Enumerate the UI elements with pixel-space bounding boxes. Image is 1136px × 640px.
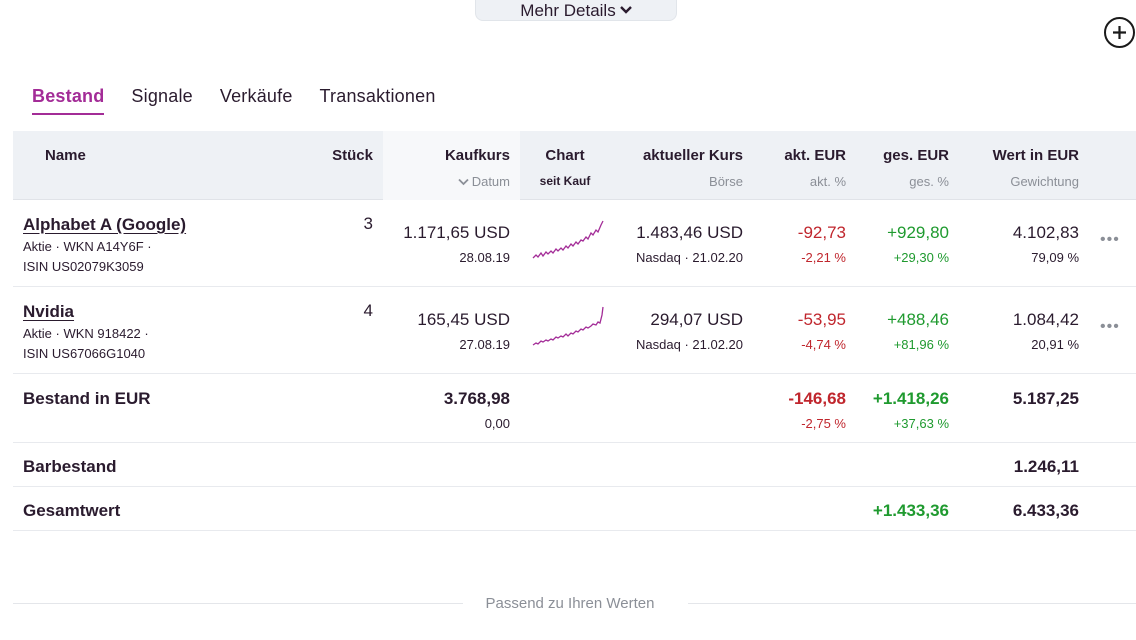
gewichtung-value: 79,09 % (1031, 250, 1079, 265)
asset-name-link[interactable]: Nvidia (23, 302, 75, 321)
kaufkurs-value: 1.171,65 USD (403, 223, 510, 242)
add-button[interactable] (1104, 17, 1135, 48)
stueck-value: 4 (363, 301, 373, 320)
more-details-button[interactable]: Mehr Details (475, 0, 677, 21)
table-row: Nvidia Aktie · WKN 918422 · ISIN US67066… (13, 287, 1136, 374)
asset-isin: ISIN US02079K3059 (23, 259, 144, 274)
asset-meta: Aktie · WKN 918422 · (23, 326, 149, 341)
recommendations-heading: Passend zu Ihren Werten (485, 595, 655, 612)
kurs-value: 294,07 USD (650, 310, 743, 329)
plus-circle-icon (1113, 26, 1126, 39)
footer-divider-right (688, 603, 1136, 604)
col-wert-sub: Gewichtung (1010, 174, 1079, 189)
col-aktueller-kurs-sub: Börse (709, 174, 743, 189)
bestand-kaufkurs: 3.768,98 (443, 389, 510, 408)
col-wert[interactable]: Wert in EUR (992, 147, 1079, 164)
gewichtung-value: 20,91 % (1031, 337, 1079, 352)
col-chart[interactable]: Chart (545, 147, 585, 164)
kaufdatum-value: 27.08.19 (459, 337, 510, 352)
chevron-down-icon (458, 178, 469, 186)
tab-bar: Bestand Signale Verkäufe Transaktionen (32, 86, 463, 115)
bestand-kaufkurs-sub: 0,00 (484, 416, 510, 431)
gesamtwert-ges-eur: +1.433,36 (872, 501, 949, 520)
kaufkurs-value: 165,45 USD (417, 310, 510, 329)
asset-name-link[interactable]: Alphabet A (Google) (23, 215, 187, 234)
more-options-icon[interactable]: ••• (1100, 231, 1120, 248)
col-akt-eur-sub: akt. % (809, 174, 846, 189)
barbestand-wert: 1.246,11 (1013, 457, 1079, 476)
kaufdatum-value: 28.08.19 (459, 250, 510, 265)
col-ges-eur-sub: ges. % (909, 174, 949, 189)
chevron-down-icon (619, 3, 632, 17)
akt-eur-value: -53,95 (797, 310, 846, 329)
tab-verkaeufe[interactable]: Verkäufe (219, 86, 293, 106)
col-akt-eur[interactable]: akt. EUR (784, 147, 846, 164)
tab-signale[interactable]: Signale (131, 86, 193, 106)
wert-value: 4.102,83 (1012, 223, 1079, 242)
sparkline-chart[interactable] (532, 218, 604, 262)
bestand-wert: 5.187,25 (1012, 389, 1079, 408)
more-options-icon[interactable]: ••• (1100, 318, 1120, 335)
table-header: Name Stück Kaufkurs Datum Chart seit Kau… (13, 131, 1136, 200)
boerse-value: Nasdaq · 21.02.20 (636, 250, 743, 265)
ges-pct-value: +81,96 % (893, 337, 949, 352)
barbestand-row: Barbestand 1.246,11 (13, 443, 1136, 487)
col-kaufkurs-sub: Datum (471, 174, 510, 189)
boerse-value: Nasdaq · 21.02.20 (636, 337, 743, 352)
akt-eur-value: -92,73 (797, 223, 846, 242)
col-name[interactable]: Name (45, 147, 86, 164)
wert-value: 1.084,42 (1012, 310, 1079, 329)
sparkline-chart[interactable] (532, 305, 604, 349)
stueck-value: 3 (363, 214, 373, 233)
col-chart-sub: seit Kauf (539, 174, 591, 188)
bestand-akt-eur: -146,68 (788, 389, 846, 408)
footer-divider-left (13, 603, 463, 604)
gesamtwert-label: Gesamtwert (23, 501, 121, 520)
kurs-value: 1.483,46 USD (636, 223, 743, 242)
bestand-total-row: Bestand in EUR 3.768,98 0,00 -146,68 -2,… (13, 374, 1136, 443)
more-details-label: Mehr Details (520, 0, 616, 20)
barbestand-label: Barbestand (23, 457, 117, 476)
asset-meta: Aktie · WKN A14Y6F · (23, 239, 152, 254)
tab-transaktionen[interactable]: Transaktionen (319, 86, 436, 106)
bestand-ges-pct: +37,63 % (893, 416, 949, 431)
selected-column-bg (383, 131, 520, 200)
col-kaufkurs-sort[interactable]: Datum (410, 174, 510, 189)
bestand-akt-pct: -2,75 % (801, 416, 846, 431)
tab-bestand[interactable]: Bestand (32, 86, 105, 115)
ges-pct-value: +29,30 % (893, 250, 949, 265)
ges-eur-value: +488,46 (887, 310, 949, 329)
akt-pct-value: -4,74 % (801, 337, 846, 352)
col-aktueller-kurs[interactable]: aktueller Kurs (642, 147, 743, 164)
akt-pct-value: -2,21 % (801, 250, 846, 265)
col-stueck[interactable]: Stück (332, 147, 373, 164)
col-ges-eur[interactable]: ges. EUR (883, 147, 949, 164)
bestand-label: Bestand in EUR (23, 389, 151, 408)
asset-isin: ISIN US67066G1040 (23, 346, 146, 361)
portfolio-table: Name Stück Kaufkurs Datum Chart seit Kau… (13, 131, 1136, 531)
col-kaufkurs[interactable]: Kaufkurs (444, 147, 510, 164)
bestand-ges-eur: +1.418,26 (872, 389, 949, 408)
gesamtwert-row: Gesamtwert +1.433,36 6.433,36 (13, 487, 1136, 531)
table-row: Alphabet A (Google) Aktie · WKN A14Y6F ·… (13, 200, 1136, 287)
ges-eur-value: +929,80 (887, 223, 949, 242)
gesamtwert-wert: 6.433,36 (1012, 501, 1079, 520)
